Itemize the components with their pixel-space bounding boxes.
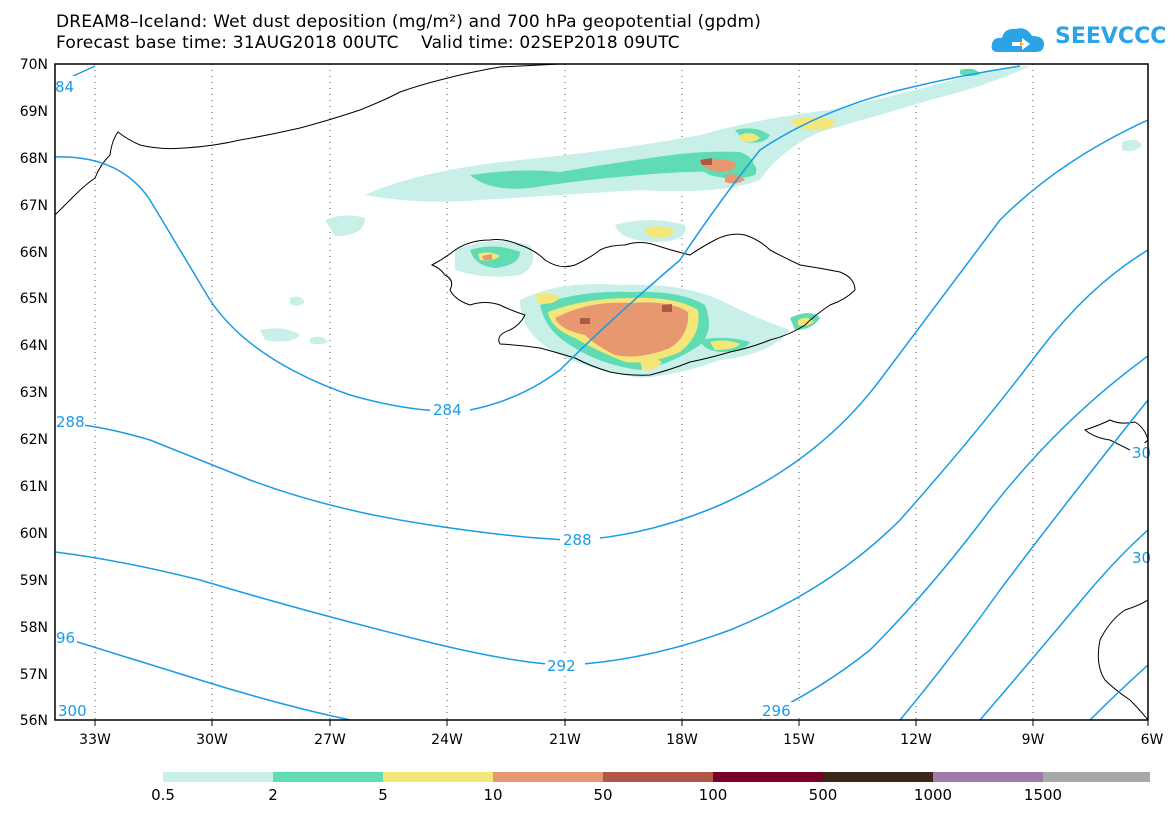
chart-subtitle: Forecast base time: 31AUG2018 00UTC Vali… — [56, 33, 680, 53]
lon-label: 9W — [1022, 732, 1045, 748]
legend-swatch — [713, 772, 823, 782]
legend-swatch — [603, 772, 713, 782]
legend-label: 50 — [593, 786, 613, 804]
lat-label: 65N — [20, 291, 48, 307]
contour-label: 300 — [58, 702, 87, 720]
legend-label: 2 — [268, 786, 278, 804]
legend-swatch — [823, 772, 933, 782]
contour-label: 296 — [762, 702, 791, 720]
lat-label: 68N — [20, 151, 48, 167]
legend-swatch — [493, 772, 603, 782]
lon-label: 30W — [196, 732, 228, 748]
lat-label: 61N — [20, 479, 48, 495]
legend-swatch — [383, 772, 493, 782]
contour-label: 292 — [547, 657, 576, 675]
legend-swatch — [273, 772, 383, 782]
lon-label: 24W — [431, 732, 463, 748]
lat-label: 63N — [20, 385, 48, 401]
contour-label: 30 — [1132, 549, 1151, 567]
lat-label: 64N — [20, 338, 48, 354]
lat-label: 67N — [20, 198, 48, 214]
lat-label: 66N — [20, 245, 48, 261]
lat-label: 58N — [20, 620, 48, 636]
legend-label: 10 — [483, 786, 503, 804]
contour-label: 84 — [55, 78, 74, 96]
lat-label: 62N — [20, 432, 48, 448]
lat-label: 60N — [20, 526, 48, 542]
lon-label: 15W — [783, 732, 815, 748]
contour-label: 288 — [56, 413, 85, 431]
grid — [94, 64, 1034, 720]
chart-title: DREAM8–Iceland: Wet dust deposition (mg/… — [56, 12, 762, 32]
legend-swatch — [1043, 772, 1150, 782]
lat-label: 59N — [20, 573, 48, 589]
contour-label: 288 — [563, 531, 592, 549]
cloud-icon — [991, 28, 1044, 52]
lon-label: 33W — [79, 732, 111, 748]
map-frame — [54, 63, 1149, 721]
geopotential-contours — [55, 65, 1148, 720]
lat-label: 69N — [20, 104, 48, 120]
legend-label: 1500 — [1023, 786, 1063, 804]
legend-label: 500 — [808, 786, 838, 804]
legend-label: 5 — [378, 786, 388, 804]
lat-label: 70N — [20, 57, 48, 73]
lon-label: 6W — [1141, 732, 1164, 748]
legend-label: 1000 — [913, 786, 953, 804]
logo-text: SEEVCCC — [1055, 24, 1167, 49]
lon-label: 21W — [549, 732, 581, 748]
contour-label: 30 — [1132, 444, 1151, 462]
contour-label: 284 — [433, 401, 462, 419]
lat-label: 57N — [20, 667, 48, 683]
lon-label: 18W — [666, 732, 698, 748]
lat-label: 56N — [20, 713, 48, 729]
lon-label: 12W — [900, 732, 932, 748]
legend-label: 0.5 — [151, 786, 175, 804]
lon-label: 27W — [314, 732, 346, 748]
legend-label: 100 — [698, 786, 728, 804]
legend-swatch — [933, 772, 1043, 782]
coastline — [55, 64, 1148, 720]
legend-swatch — [163, 772, 273, 782]
contour-label: 96 — [56, 629, 75, 647]
